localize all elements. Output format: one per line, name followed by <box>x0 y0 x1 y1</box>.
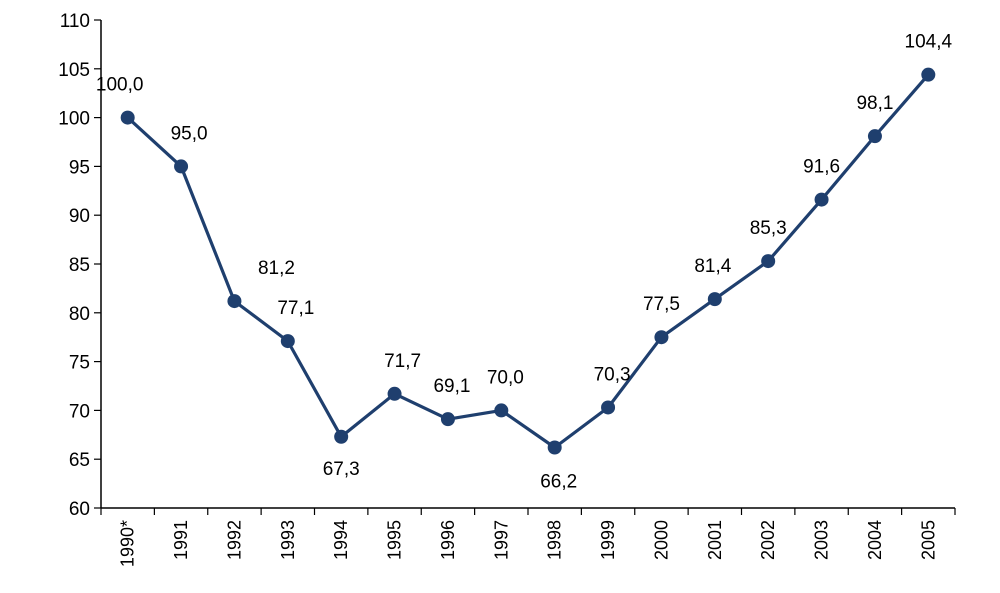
data-point <box>227 294 242 309</box>
y-tick-label: 70 <box>69 401 90 422</box>
x-tick-label: 1991 <box>171 520 191 560</box>
x-tick-label: 1996 <box>438 520 458 560</box>
data-label: 100,0 <box>96 75 144 96</box>
y-tick-label: 85 <box>69 255 90 276</box>
x-tick-label: 1990* <box>118 520 138 567</box>
data-label: 77,5 <box>643 294 680 315</box>
data-labels: 100,0 95,0 81,2 77,1 67,3 71,7 69,1 70,0 66,2 70,… <box>96 32 953 493</box>
data-point <box>867 129 882 144</box>
data-label: 70,3 <box>594 364 631 385</box>
data-label: 91,6 <box>803 157 840 178</box>
x-tick-label: 1993 <box>278 520 298 560</box>
data-label: 95,0 <box>171 123 208 144</box>
y-tick-label: 95 <box>69 157 90 178</box>
x-tick-label: 2000 <box>651 520 671 560</box>
y-tick-label: 65 <box>69 450 90 471</box>
x-tick-label: 1992 <box>224 520 244 560</box>
x-tick-label: 2003 <box>812 520 832 560</box>
x-tick-label: 1997 <box>491 520 511 560</box>
x-tick-label: 1995 <box>385 520 405 560</box>
data-point <box>547 440 562 455</box>
data-label: 70,0 <box>487 367 524 388</box>
data-label: 85,3 <box>750 218 787 239</box>
x-tick-label: 2001 <box>705 520 725 560</box>
data-label: 69,1 <box>433 376 470 397</box>
data-label: 67,3 <box>323 459 360 480</box>
x-tick-label: 1994 <box>331 520 351 560</box>
y-tick-label: 75 <box>69 353 90 374</box>
y-tick-label: 60 <box>69 499 90 520</box>
y-tick-label: 90 <box>69 206 90 227</box>
y-axis: 60 65 70 75 80 85 90 95 100 105 110 <box>58 11 102 520</box>
x-axis: 1990* 1991 1992 1993 1994 1995 1996 1997 1998 199… <box>100 507 956 567</box>
data-point <box>280 334 295 349</box>
y-tick-label: 100 <box>58 109 90 130</box>
data-point <box>707 292 722 307</box>
data-point <box>761 254 776 269</box>
data-point <box>494 403 509 418</box>
data-point <box>814 192 829 207</box>
data-point <box>387 386 402 401</box>
data-label: 71,7 <box>384 351 421 372</box>
x-tick-label: 2004 <box>865 520 885 560</box>
series-line <box>126 73 930 450</box>
data-point <box>174 159 189 174</box>
data-point <box>440 412 455 427</box>
x-tick-label: 2005 <box>918 520 938 560</box>
x-tick-label: 1998 <box>545 520 565 560</box>
data-point <box>654 330 669 345</box>
data-label: 104,4 <box>905 32 953 53</box>
data-label: 81,4 <box>694 256 731 277</box>
x-tick-label: 2002 <box>758 520 778 560</box>
data-point <box>334 429 349 444</box>
data-label: 98,1 <box>856 93 893 114</box>
x-tick-label: 1999 <box>598 520 618 560</box>
data-point <box>601 400 616 415</box>
y-tick-label: 105 <box>58 60 90 81</box>
data-point <box>921 67 936 82</box>
series <box>120 67 936 455</box>
data-point <box>120 110 135 125</box>
data-label: 81,2 <box>258 258 295 279</box>
data-label: 66,2 <box>540 471 577 492</box>
data-label: 77,1 <box>277 298 314 319</box>
y-tick-label: 110 <box>60 11 90 32</box>
y-tick-label: 80 <box>69 304 90 325</box>
